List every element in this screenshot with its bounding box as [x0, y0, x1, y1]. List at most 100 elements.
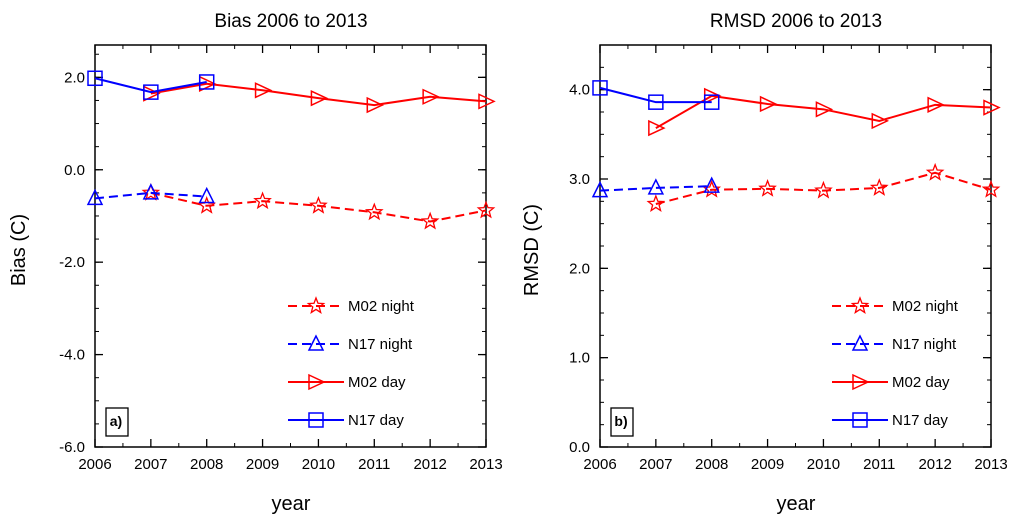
legend-label: N17 day: [892, 412, 948, 429]
panel-bias: Bias 2006 to 2013 year Bias (C) a) 2006 2…: [8, 11, 503, 515]
series-line: [655, 94, 992, 129]
x-tick-label: 2012: [918, 456, 951, 473]
y-axis-label: RMSD (C): [521, 204, 543, 296]
legend-label: M02 night: [348, 298, 415, 315]
legend-marker: [851, 334, 869, 351]
x-tick-label: 2010: [302, 456, 335, 473]
x-tick-label: 2006: [78, 456, 111, 473]
legend-marker: [307, 334, 325, 351]
data-point: [759, 95, 778, 113]
x-tick-label: 2007: [639, 456, 672, 473]
panel-rmsd: RMSD 2006 to 2013 year RMSD (C) b) 2006 2…: [521, 11, 1008, 515]
x-tick-label: 2011: [863, 456, 895, 473]
legend: M02 night N17 night M02 day N17 day: [832, 296, 959, 429]
data-point: [366, 96, 385, 114]
data-point: [647, 178, 665, 195]
x-tick-label: 2008: [190, 456, 223, 473]
data-point: [253, 191, 272, 210]
panel-label-box: [610, 407, 634, 437]
legend-item: M02 day: [288, 373, 406, 391]
y-tick-label: -4.0: [59, 347, 85, 364]
y-tick-label: -6.0: [59, 439, 85, 456]
x-tick-label: 2009: [246, 456, 279, 473]
data-point: [815, 101, 834, 118]
x-tick-label: 2013: [469, 456, 502, 473]
panel-label: b): [614, 413, 627, 429]
y-tick-label: -2.0: [59, 254, 85, 271]
chart-title: Bias 2006 to 2013: [214, 11, 367, 32]
series-line: [94, 191, 207, 200]
series-n17-day: [592, 80, 720, 110]
data-point: [86, 188, 104, 206]
series-m02-night: [646, 162, 1001, 212]
data-point: [420, 211, 440, 230]
data-point: [198, 74, 215, 90]
data-point: [703, 176, 720, 193]
series-line: [150, 191, 487, 223]
data-point: [927, 96, 945, 114]
legend-item: M02 night: [288, 296, 415, 315]
legend-marker: [850, 296, 870, 314]
legend-label: M02 day: [892, 374, 950, 391]
legend-label: N17 night: [348, 336, 413, 353]
legend-label: N17 night: [892, 336, 957, 353]
legend-marker: [852, 412, 868, 428]
data-point: [87, 70, 103, 87]
x-tick-label: 2007: [134, 456, 167, 473]
y-axis-label: Bias (C): [8, 214, 30, 286]
series-n17-day: [87, 70, 215, 100]
data-point: [981, 179, 1001, 198]
x-tick-label: 2006: [583, 456, 616, 473]
x-tick-label: 2009: [751, 456, 784, 473]
x-tick-label: 2012: [413, 456, 446, 473]
y-tick-label: 2.0: [64, 69, 85, 86]
y-tick-label: 4.0: [569, 82, 590, 99]
y-tick-label: 3.0: [569, 171, 590, 188]
data-point: [871, 112, 890, 130]
panel-label: a): [110, 413, 122, 429]
legend-item: M02 night: [832, 296, 959, 315]
legend-label: N17 day: [348, 412, 404, 429]
data-point: [198, 186, 215, 204]
legend-label: M02 night: [892, 298, 959, 315]
legend-marker: [852, 373, 870, 391]
legend-item: N17 day: [288, 412, 404, 429]
data-point: [758, 179, 777, 197]
data-point: [143, 84, 159, 100]
data-point: [422, 88, 440, 105]
data-point: [983, 99, 1001, 116]
data-point: [364, 202, 384, 221]
series-line: [599, 185, 712, 192]
x-tick-label: 2008: [695, 456, 728, 473]
x-tick-label: 2010: [807, 456, 840, 473]
series-m02-day: [143, 75, 496, 114]
data-point: [142, 183, 160, 200]
x-axis-label: year: [777, 493, 816, 515]
data-point: [591, 180, 609, 198]
x-tick-label: 2011: [358, 456, 390, 473]
legend-marker: [308, 373, 326, 391]
legend-item: N17 night: [832, 334, 957, 353]
series-line: [150, 82, 487, 107]
chart-title: RMSD 2006 to 2013: [710, 11, 882, 32]
data-point: [254, 82, 273, 99]
data-point: [592, 80, 608, 96]
legend-item: M02 day: [832, 373, 950, 391]
series-line: [94, 77, 207, 94]
legend-marker: [308, 412, 324, 428]
data-point: [648, 119, 666, 137]
panel-label-box: [105, 407, 129, 437]
data-point: [310, 89, 329, 107]
data-point: [646, 194, 666, 212]
series-m02-day: [648, 87, 1001, 137]
series-n17-night: [86, 183, 215, 206]
y-tick-label: 1.0: [569, 350, 590, 367]
data-point: [478, 93, 496, 110]
data-point: [814, 180, 833, 199]
y-tick-label: 0.0: [569, 439, 590, 456]
series-line: [599, 86, 712, 104]
data-point: [925, 162, 945, 181]
legend-label: M02 day: [348, 374, 406, 391]
series-m02-night: [141, 183, 496, 230]
